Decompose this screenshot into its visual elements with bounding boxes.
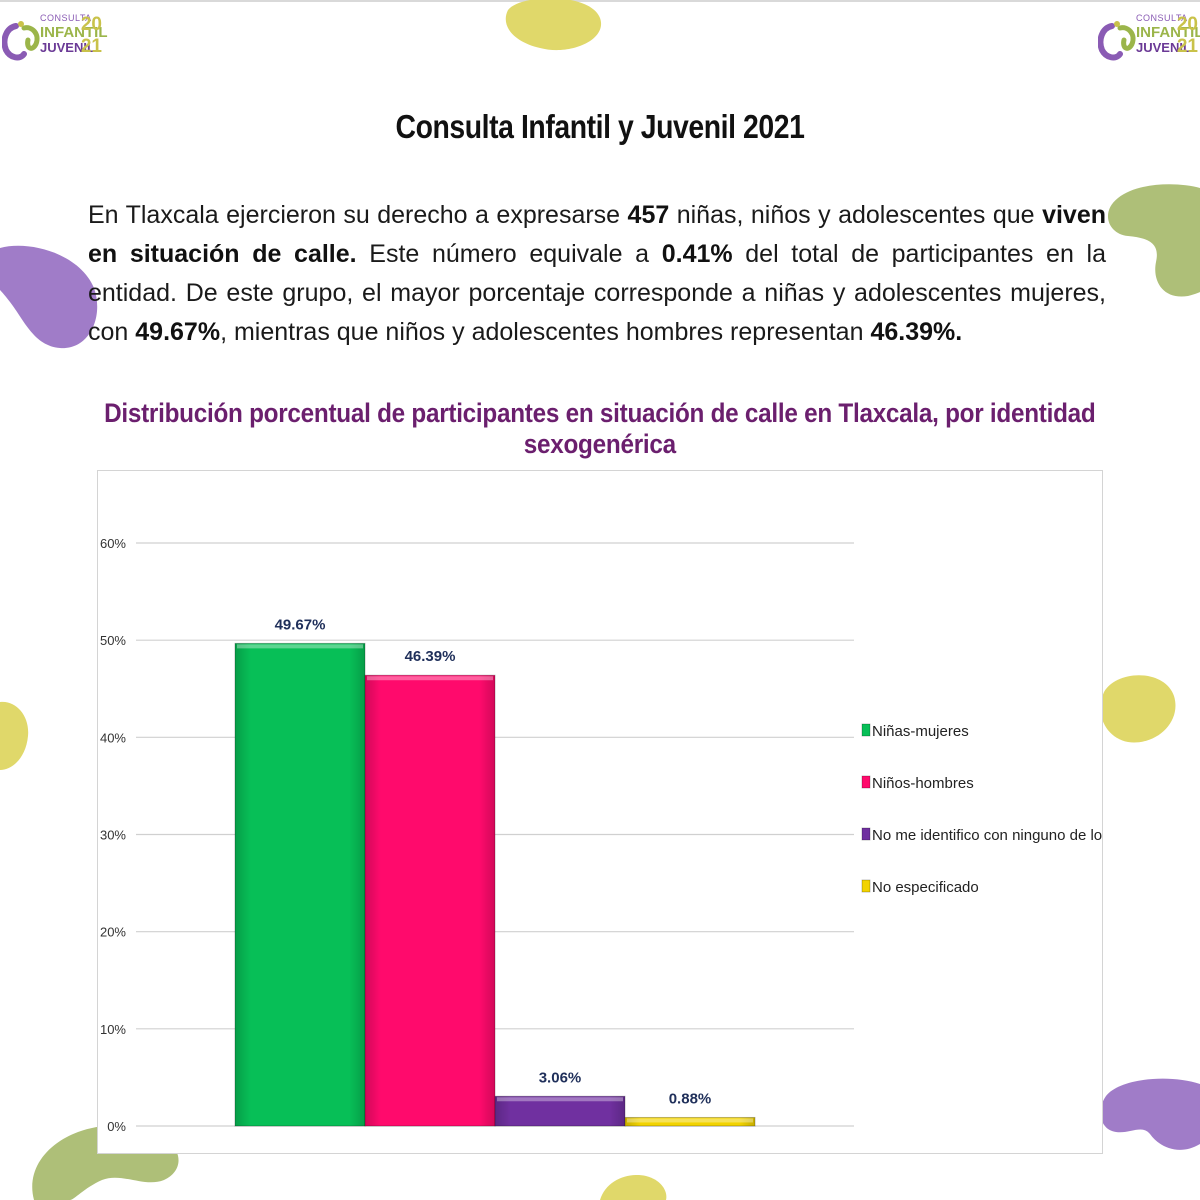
y-tick-label: 0%: [107, 1119, 126, 1134]
data-label: 0.88%: [669, 1090, 712, 1107]
deco-yellow-blob-right: [1100, 675, 1176, 743]
intro-text-3: Este número equivale a: [356, 240, 662, 268]
intro-text-1: En Tlaxcala ejercieron su derecho a expr…: [88, 201, 628, 229]
intro-bold-girls: 49.67%: [135, 318, 221, 346]
intro-text-4: del total de participantes en la entidad…: [88, 240, 1106, 346]
logo-mark-icon: [1098, 21, 1136, 61]
legend-swatch: [861, 879, 871, 893]
intro-bold-share: 0.41%: [661, 240, 733, 268]
logo-line2: INFANTIL: [40, 24, 108, 41]
y-tick-label: 10%: [100, 1022, 126, 1037]
data-label: 49.67%: [275, 616, 326, 633]
bar-shade: [235, 643, 365, 1126]
y-tick-label: 60%: [100, 536, 126, 551]
bar-highlight: [367, 676, 493, 681]
legend-label: No me identifico con ninguno de los dos: [872, 827, 1102, 844]
logo-line1: CONSULTA: [1136, 13, 1188, 23]
intro-bold-count: 457: [627, 201, 670, 229]
logo-line2: INFANTIL: [1136, 24, 1200, 41]
y-tick-label: 50%: [100, 633, 126, 648]
consulta-logo-left: CONSULTA INFANTIL JUVENIL 20 21: [2, 12, 108, 66]
bar-highlight: [627, 1118, 753, 1123]
bar-shade: [495, 1096, 625, 1126]
deco-yellow-blob-left: [0, 701, 29, 770]
deco-purple-blob-right: [1100, 1078, 1200, 1150]
logo-line1: CONSULTA: [40, 13, 92, 23]
logo-year-bottom: 21: [1176, 36, 1198, 57]
deco-purple-blob-left: [0, 245, 98, 349]
y-tick-label: 20%: [100, 925, 126, 940]
bar-shade: [365, 675, 495, 1126]
bar-highlight: [237, 644, 363, 649]
logo-line3: JUVENIL: [1136, 40, 1191, 55]
consulta-logo-right: CONSULTA INFANTIL JUVENIL 20 21: [1098, 12, 1200, 66]
chart-title: Distribución porcentual de participantes…: [104, 398, 1096, 459]
legend-label: Niñas-mujeres: [872, 723, 969, 740]
deco-green-blob-right: [1107, 184, 1200, 297]
logo-mark-icon: [2, 21, 40, 61]
bar-chart-svg: 0% 10% 20% 30% 40% 50% 60% 49.67% 46.39% 3.06% 0.…: [100, 536, 1102, 1134]
legend-label: Niños-hombres: [872, 775, 974, 792]
logo-year-top: 20: [80, 14, 102, 35]
page-title: Consulta Infantil y Juvenil 2021: [395, 108, 805, 145]
logo-year-top: 20: [1176, 14, 1198, 35]
bar-shade: [625, 1117, 755, 1126]
intro-paragraph: En Tlaxcala ejercieron su derecho a expr…: [88, 196, 1106, 352]
deco-yellow-blob-top: [505, 0, 602, 51]
intro-text-5: , mientras que niños y adolescentes homb…: [220, 318, 871, 346]
legend-swatch: [861, 723, 871, 737]
data-label: 3.06%: [539, 1069, 582, 1086]
data-label: 46.39%: [405, 648, 456, 665]
logo-year-bottom: 21: [80, 36, 102, 57]
intro-text-2: niñas, niños y adolescentes que: [669, 201, 1043, 229]
logo-line3: JUVENIL: [40, 40, 95, 55]
bar-highlight: [497, 1097, 623, 1102]
legend-swatch: [861, 827, 871, 841]
intro-bold-situation: viven en situación de calle.: [88, 201, 1106, 268]
top-rule: [0, 0, 1200, 2]
deco-yellow-blob-bottom: [600, 1175, 667, 1200]
y-tick-label: 30%: [100, 828, 126, 843]
y-tick-label: 40%: [100, 730, 126, 745]
legend-label: No especificado: [872, 879, 979, 896]
intro-bold-boys: 46.39%.: [870, 318, 963, 346]
bar-chart: 0% 10% 20% 30% 40% 50% 60% 49.67% 46.39% 3.06% 0.…: [97, 470, 1103, 1154]
legend-swatch: [861, 775, 871, 789]
